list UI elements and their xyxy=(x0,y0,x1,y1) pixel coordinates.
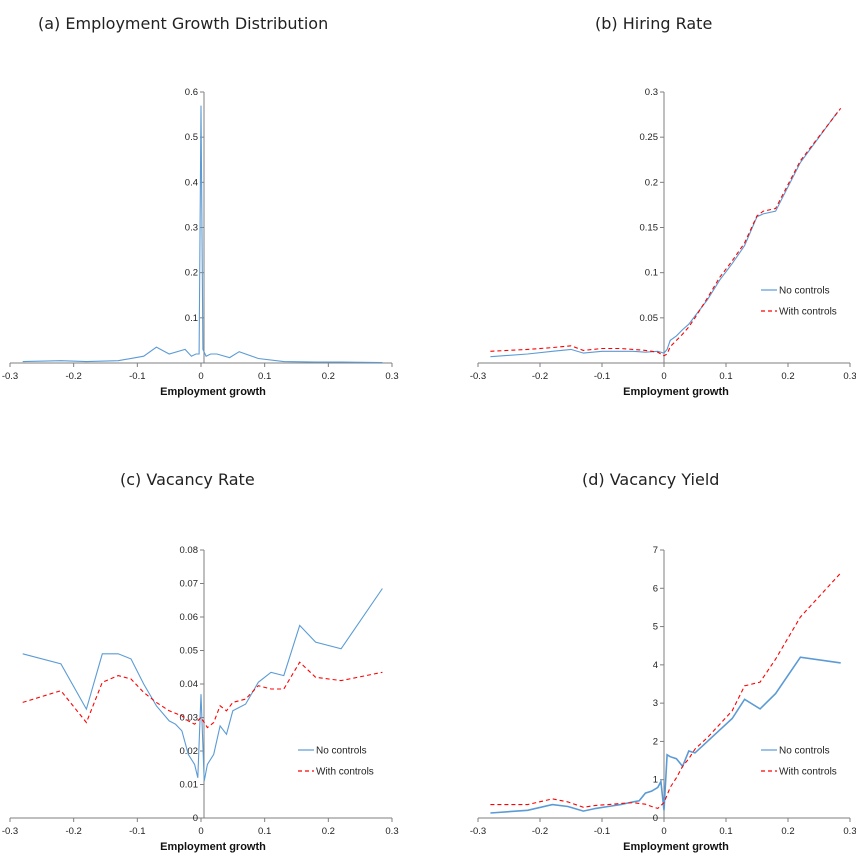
x-tick-label: 0.1 xyxy=(719,371,732,382)
series-line-with-controls xyxy=(490,107,842,357)
x-tick-label: -0.1 xyxy=(129,826,145,837)
y-tick-label: 0 xyxy=(653,813,658,824)
x-tick-label: 0.3 xyxy=(385,371,398,382)
panel-vacancy-rate: (c) Vacancy Rate -0.3 -0.2 -0.1 0 0.1 0.2 0.3 0… xyxy=(0,420,428,859)
panel-vacancy-yield: (d) Vacancy Yield -0.3 -0.2 -0.1 0 0.1 0.2 0.3… xyxy=(428,420,856,859)
x-tick-label: 0.2 xyxy=(781,826,794,837)
x-tick-label: 0.2 xyxy=(781,371,794,382)
legend: No controls With controls xyxy=(298,746,374,778)
series-line-no-controls xyxy=(22,105,383,364)
y-tick-label: 0.07 xyxy=(180,579,199,590)
x-axis-label: Employment growth xyxy=(160,386,266,398)
y-tick-label: 0 xyxy=(193,813,198,824)
y-tick-label: 0.6 xyxy=(185,87,198,98)
axes: -0.3 -0.2 -0.1 0 0.1 0.2 0.3 0.05 0.1 0.15 0.2 0.25… xyxy=(470,87,856,398)
legend-label: With controls xyxy=(316,767,374,778)
y-tick-label: 6 xyxy=(653,583,658,594)
x-tick-label: 0.2 xyxy=(322,826,335,837)
legend: No controls With controls xyxy=(761,746,837,778)
x-tick-label: 0.1 xyxy=(719,826,732,837)
y-tick-label: 0.3 xyxy=(185,223,198,234)
chart-c-svg: -0.3 -0.2 -0.1 0 0.1 0.2 0.3 0 0.01 0.02 0.03 0.04 0… xyxy=(2,545,399,853)
axes: -0.3 -0.2 -0.1 0 0.1 0.2 0.3 0 0.01 0.02 0.03 0.04 0… xyxy=(2,545,399,853)
x-tick-label: 0.2 xyxy=(322,371,335,382)
legend-label: With controls xyxy=(779,767,837,778)
y-tick-label: 0.1 xyxy=(185,313,198,324)
series-line-no-controls xyxy=(490,656,841,814)
axes: -0.3 -0.2 -0.1 0 0.1 0.2 0.3 0.1 0.2 0.3 0.4 0.5 0.6… xyxy=(2,87,399,398)
y-tick-label: 0.04 xyxy=(180,679,199,690)
x-axis-label: Employment growth xyxy=(623,841,729,853)
series-line-with-controls xyxy=(22,661,383,729)
y-tick-label: 7 xyxy=(653,545,658,556)
chart-title: (a) Employment Growth Distribution xyxy=(38,14,329,33)
y-tick-label: 0.15 xyxy=(640,223,659,234)
y-tick-label: 5 xyxy=(653,622,658,633)
x-tick-label: -0.3 xyxy=(470,371,486,382)
x-tick-label: 0.1 xyxy=(258,371,271,382)
legend-label: With controls xyxy=(779,307,837,318)
x-tick-label: 0 xyxy=(198,826,203,837)
legend-label: No controls xyxy=(316,746,367,757)
x-tick-label: -0.2 xyxy=(65,826,81,837)
x-tick-label: 0 xyxy=(198,371,203,382)
x-tick-label: -0.3 xyxy=(2,371,18,382)
y-tick-label: 0.06 xyxy=(180,612,199,623)
y-tick-label: 2 xyxy=(653,736,658,747)
y-tick-label: 4 xyxy=(653,660,658,671)
y-tick-label: 0.01 xyxy=(180,780,199,791)
y-tick-label: 0.5 xyxy=(185,132,198,143)
y-tick-label: 0.2 xyxy=(185,268,198,279)
x-tick-label: 0.3 xyxy=(385,826,398,837)
y-tick-label: 0.03 xyxy=(180,713,199,724)
chart-a-svg: -0.3 -0.2 -0.1 0 0.1 0.2 0.3 0.1 0.2 0.3 0.4 0.5 0.6… xyxy=(2,87,399,398)
x-tick-label: -0.1 xyxy=(129,371,145,382)
series-line-no-controls xyxy=(22,588,383,782)
x-tick-label: -0.2 xyxy=(532,826,548,837)
legend-label: No controls xyxy=(779,746,830,757)
x-tick-label: 0.3 xyxy=(843,371,856,382)
y-tick-label: 0.02 xyxy=(180,746,199,757)
x-tick-label: -0.2 xyxy=(532,371,548,382)
y-tick-label: 0.05 xyxy=(640,313,659,324)
x-axis-label: Employment growth xyxy=(160,841,266,853)
x-tick-label: -0.1 xyxy=(594,826,610,837)
y-tick-label: 3 xyxy=(653,698,658,709)
x-tick-label: 0.1 xyxy=(258,826,271,837)
panel-employment-growth-distribution: (a) Employment Growth Distribution -0.3-… xyxy=(0,0,428,420)
chart-b-svg: -0.3 -0.2 -0.1 0 0.1 0.2 0.3 0.05 0.1 0.15 0.2 0.25… xyxy=(470,87,856,398)
legend-label: No controls xyxy=(779,286,830,297)
chart-title: (b) Hiring Rate xyxy=(595,14,713,33)
y-tick-label: 1 xyxy=(653,775,658,786)
y-tick-label: 0.25 xyxy=(640,132,659,143)
x-tick-label: 0 xyxy=(661,371,666,382)
x-axis-label: Employment growth xyxy=(623,386,729,398)
legend: No controls With controls xyxy=(761,286,837,318)
y-tick-label: 0.1 xyxy=(645,268,658,279)
chart-title: (c) Vacancy Rate xyxy=(120,470,255,489)
y-tick-label: 0.3 xyxy=(645,87,658,98)
chart-title: (d) Vacancy Yield xyxy=(582,470,720,489)
x-tick-label: -0.3 xyxy=(470,826,486,837)
chart-d-svg: -0.3 -0.2 -0.1 0 0.1 0.2 0.3 0 1 2 3 4 5 6 7 Employment… xyxy=(470,545,856,853)
y-tick-label: 0.2 xyxy=(645,177,658,188)
x-tick-label: -0.3 xyxy=(2,826,18,837)
y-tick-label: 0.08 xyxy=(180,545,199,556)
x-tick-label: -0.1 xyxy=(594,371,610,382)
y-tick-label: 0.4 xyxy=(185,177,198,188)
x-tick-label: -0.2 xyxy=(65,371,81,382)
y-tick-label: 0.05 xyxy=(180,646,199,657)
x-tick-label: 0 xyxy=(661,826,666,837)
panel-hiring-rate: (b) Hiring Rate -0.3 -0.2 -0.1 0 0.1 0.2 0.3 0.… xyxy=(428,0,856,420)
x-tick-label: 0.3 xyxy=(843,826,856,837)
series-line-with-controls xyxy=(490,572,842,810)
axes: -0.3 -0.2 -0.1 0 0.1 0.2 0.3 0 1 2 3 4 5 6 7 Employment… xyxy=(470,545,856,853)
